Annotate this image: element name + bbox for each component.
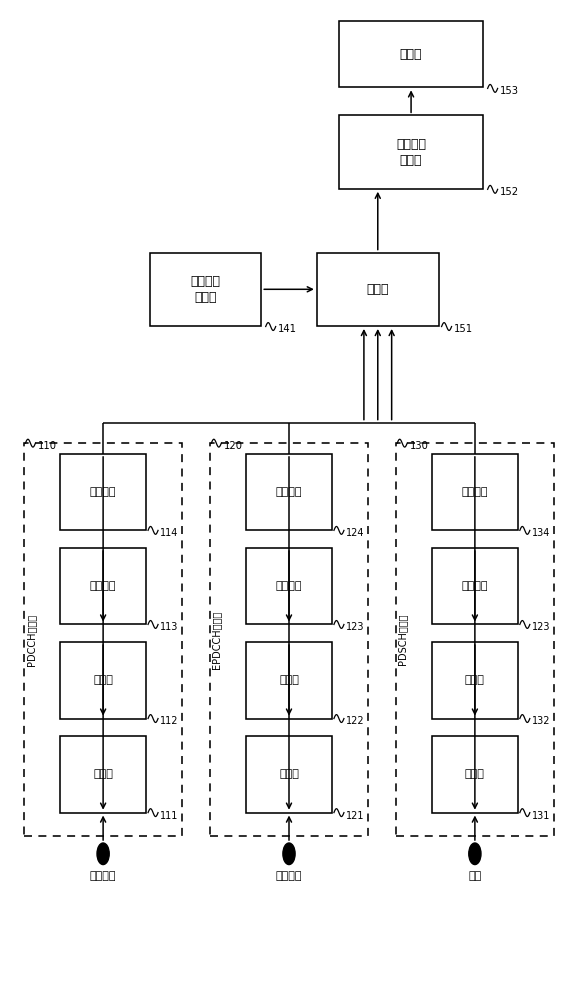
Text: 数据: 数据 [468, 871, 481, 881]
Text: 编码部: 编码部 [465, 769, 485, 779]
Text: EPDCCH生成部: EPDCCH生成部 [212, 611, 221, 669]
Text: 141: 141 [278, 324, 297, 334]
Bar [150, 253, 261, 326]
Bar [246, 548, 332, 624]
Text: 112: 112 [160, 716, 179, 726]
Text: 编码部: 编码部 [279, 769, 299, 779]
Text: 110: 110 [38, 441, 57, 451]
Text: 调制部: 调制部 [465, 675, 485, 685]
Text: 预编码部: 预编码部 [90, 487, 116, 497]
Text: 层处理部: 层处理部 [90, 581, 116, 591]
Bar [432, 548, 518, 624]
Text: 发送部: 发送部 [400, 48, 423, 61]
Bar [246, 454, 332, 530]
Bar [210, 443, 368, 836]
Bar [396, 443, 554, 836]
Text: PDCCH生成部: PDCCH生成部 [25, 614, 36, 666]
Text: 134: 134 [532, 528, 550, 538]
Text: 111: 111 [160, 811, 179, 821]
Bar [60, 548, 146, 624]
Circle shape [469, 843, 481, 865]
Bar [317, 253, 439, 326]
Bar [60, 736, 146, 813]
Bar [432, 642, 518, 719]
Text: 124: 124 [346, 528, 365, 538]
Text: 151: 151 [454, 324, 473, 334]
Text: 发送信号
生成部: 发送信号 生成部 [396, 138, 426, 167]
Text: 调制部: 调制部 [93, 675, 113, 685]
Text: 层处理部: 层处理部 [276, 581, 302, 591]
Text: 131: 131 [532, 811, 550, 821]
Circle shape [97, 843, 109, 865]
Bar [60, 454, 146, 530]
Text: 控制信息: 控制信息 [90, 871, 116, 881]
Text: 152: 152 [500, 187, 519, 197]
Text: 编码部: 编码部 [93, 769, 113, 779]
Bar [24, 443, 182, 836]
Text: 113: 113 [160, 622, 179, 632]
Text: 123: 123 [532, 622, 550, 632]
Text: PDSCH生成部: PDSCH生成部 [398, 614, 407, 665]
Text: 参考信号
生成部: 参考信号 生成部 [191, 275, 221, 304]
Text: 120: 120 [224, 441, 243, 451]
Circle shape [283, 843, 295, 865]
Text: 复用部: 复用部 [366, 283, 389, 296]
Bar [432, 454, 518, 530]
Bar [246, 736, 332, 813]
Bar [339, 21, 483, 87]
Text: 130: 130 [409, 441, 428, 451]
Bar [432, 736, 518, 813]
Text: 122: 122 [346, 716, 365, 726]
Bar [60, 642, 146, 719]
Text: 控制信息: 控制信息 [276, 871, 302, 881]
Text: 121: 121 [346, 811, 365, 821]
Text: 预编码部: 预编码部 [276, 487, 302, 497]
Text: 预编码部: 预编码部 [462, 487, 488, 497]
Bar [246, 642, 332, 719]
Text: 123: 123 [346, 622, 365, 632]
Text: 调制部: 调制部 [279, 675, 299, 685]
Text: 153: 153 [500, 86, 519, 96]
Text: 114: 114 [160, 528, 179, 538]
Text: 层处理部: 层处理部 [462, 581, 488, 591]
Bar [339, 115, 483, 189]
Text: 132: 132 [532, 716, 550, 726]
